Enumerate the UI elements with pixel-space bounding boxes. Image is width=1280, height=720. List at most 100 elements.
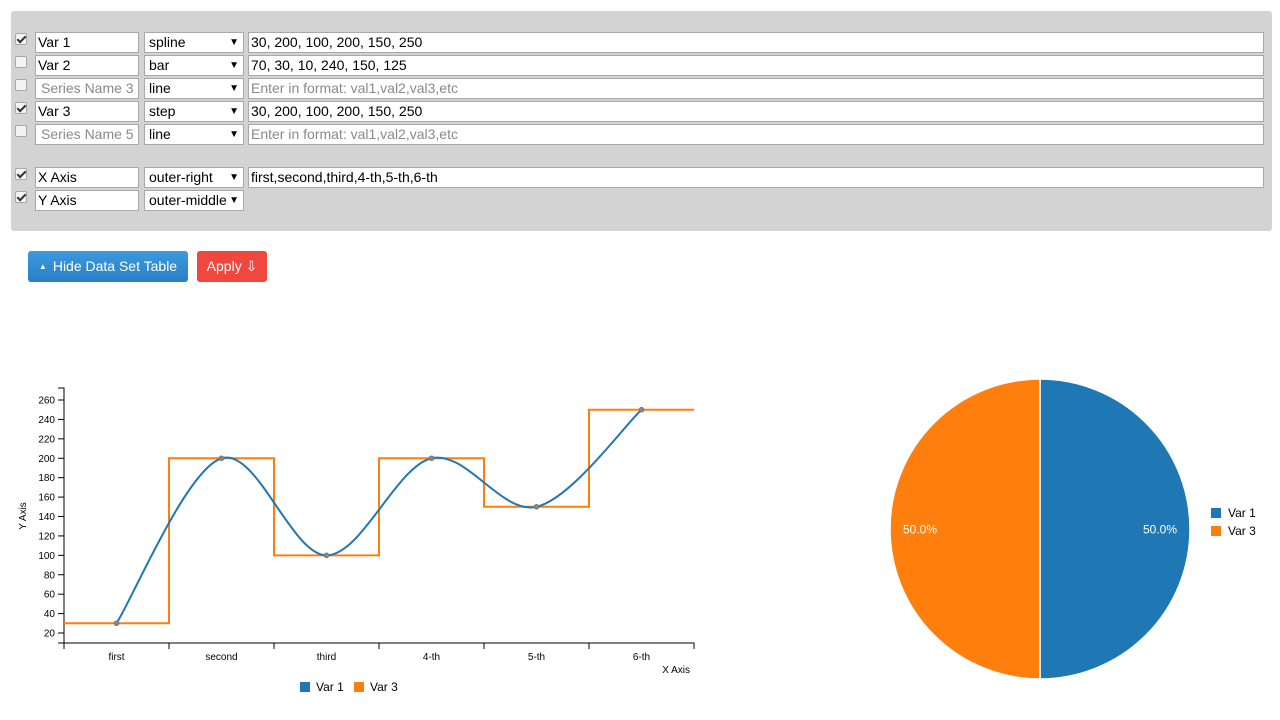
x-axis-name-input[interactable]: X Axis xyxy=(35,167,139,188)
y-tick-label: 160 xyxy=(38,493,55,504)
legend-swatch-icon xyxy=(1211,526,1221,536)
series-5-name-input[interactable]: Series Name 5 xyxy=(35,124,139,145)
y-tick-label: 220 xyxy=(38,434,55,445)
series-var3-step-line xyxy=(64,408,694,625)
y-axis-position-value: outer-middle xyxy=(149,192,227,208)
x-axis-checkbox[interactable] xyxy=(15,168,27,180)
triangle-up-icon: ▲ xyxy=(38,262,47,271)
y-axis-checkbox[interactable] xyxy=(15,191,27,203)
series-1-type-select[interactable]: spline ▼ xyxy=(144,32,244,53)
y-tick-label: 120 xyxy=(38,531,55,542)
legend-item[interactable]: Var 3 xyxy=(354,680,398,694)
hide-data-set-table-button[interactable]: ▲ Hide Data Set Table xyxy=(28,251,188,282)
y-axis-position-select[interactable]: outer-middle ▼ xyxy=(144,190,244,211)
series-4-name-input[interactable]: Var 3 xyxy=(35,101,139,122)
dropdown-arrow-icon: ▼ xyxy=(229,60,239,71)
line-chart: 20 40 60 80 100 120 140 160 180 200 220 240 260 first… xyxy=(18,387,695,694)
y-tick-label: 60 xyxy=(44,590,56,601)
legend-label: Var 3 xyxy=(370,680,398,694)
y-axis-line xyxy=(58,387,65,644)
dropdown-arrow-icon: ▼ xyxy=(229,195,239,206)
pie-chart: 50.0% 50.0% Var 1 Var 3 xyxy=(889,378,1256,680)
data-point[interactable] xyxy=(218,455,225,462)
series-row-2: Var 2 bar ▼ 70, 30, 10, 240, 150, 125 xyxy=(11,55,1272,76)
series-3-name-input[interactable]: Series Name 3 xyxy=(35,78,139,99)
legend-item[interactable]: Var 1 xyxy=(1211,506,1256,520)
pie-chart-legend: Var 1 Var 3 xyxy=(1211,506,1256,538)
data-point[interactable] xyxy=(428,455,435,462)
x-axis-position-value: outer-right xyxy=(149,169,213,185)
series-5-type-value: line xyxy=(149,126,171,142)
series-3-values-input[interactable]: Enter in format: val1,val2,val3,etc xyxy=(248,78,1264,99)
y-tick-label: 100 xyxy=(38,551,55,562)
series-2-type-select[interactable]: bar ▼ xyxy=(144,55,244,76)
legend-label: Var 3 xyxy=(1228,524,1256,538)
y-tick-label: 180 xyxy=(38,473,55,484)
apply-button-label: Apply ⇩ xyxy=(206,258,258,274)
series-2-values-input[interactable]: 70, 30, 10, 240, 150, 125 xyxy=(248,55,1264,76)
x-tick-label: 5-th xyxy=(528,652,545,663)
series-4-checkbox[interactable] xyxy=(15,102,27,114)
dropdown-arrow-icon: ▼ xyxy=(229,106,239,117)
x-axis-position-select[interactable]: outer-right ▼ xyxy=(144,167,244,188)
x-tick-label: 4-th xyxy=(423,652,440,663)
y-tick-label: 140 xyxy=(38,512,55,523)
x-tick-label: 6-th xyxy=(633,652,650,663)
data-point[interactable] xyxy=(323,552,330,559)
x-axis-title: X Axis xyxy=(662,665,690,676)
series-3-type-select[interactable]: line ▼ xyxy=(144,78,244,99)
series-1-type-value: spline xyxy=(149,34,186,50)
legend-label: Var 1 xyxy=(316,680,344,694)
legend-item[interactable]: Var 3 xyxy=(1211,524,1256,538)
x-tick-label: third xyxy=(317,652,336,663)
series-4-values-input[interactable]: 30, 200, 100, 200, 150, 250 xyxy=(248,101,1264,122)
legend-swatch-icon xyxy=(300,682,310,692)
series-1-name-input[interactable]: Var 1 xyxy=(35,32,139,53)
series-5-type-select[interactable]: line ▼ xyxy=(144,124,244,145)
data-point[interactable] xyxy=(113,620,120,627)
series-row-4: Var 3 step ▼ 30, 200, 100, 200, 150, 250 xyxy=(11,101,1272,122)
y-tick-label: 40 xyxy=(44,609,56,620)
y-tick-label: 240 xyxy=(38,415,55,426)
series-5-values-input[interactable]: Enter in format: val1,val2,val3,etc xyxy=(248,124,1264,145)
y-axis-title: Y Axis xyxy=(18,502,29,530)
series-1-checkbox[interactable] xyxy=(15,33,27,45)
apply-button[interactable]: Apply ⇩ xyxy=(197,251,267,282)
y-tick-label: 260 xyxy=(38,396,55,407)
series-4-type-value: step xyxy=(149,103,176,119)
series-var1-spline-line xyxy=(115,408,643,624)
pie-slice-var-3[interactable] xyxy=(889,378,1041,680)
series-row-3: Series Name 3 line ▼ Enter in format: val… xyxy=(11,78,1272,99)
dropdown-arrow-icon: ▼ xyxy=(229,83,239,94)
series-3-checkbox[interactable] xyxy=(15,79,27,91)
y-axis-row: Y Axis outer-middle ▼ xyxy=(11,190,1272,211)
legend-swatch-icon xyxy=(1211,508,1221,518)
series-2-checkbox[interactable] xyxy=(15,56,27,68)
series-1-values-input[interactable]: 30, 200, 100, 200, 150, 250 xyxy=(248,32,1264,53)
series-3-type-value: line xyxy=(149,80,171,96)
pie-slice-label: 50.0% xyxy=(1143,523,1177,537)
y-tick-label: 200 xyxy=(38,454,55,465)
series-2-type-value: bar xyxy=(149,57,170,73)
x-tick-label: second xyxy=(205,652,237,663)
pie-slice-var-1[interactable] xyxy=(1039,378,1191,680)
series-4-type-select[interactable]: step ▼ xyxy=(144,101,244,122)
series-row-1: Var 1 spline ▼ 30, 200, 100, 200, 150, 25… xyxy=(11,32,1272,53)
dropdown-arrow-icon: ▼ xyxy=(229,172,239,183)
legend-item[interactable]: Var 1 xyxy=(300,680,344,694)
dropdown-arrow-icon: ▼ xyxy=(229,37,239,48)
series-2-name-input[interactable]: Var 2 xyxy=(35,55,139,76)
dropdown-arrow-icon: ▼ xyxy=(229,129,239,140)
x-tick-label: first xyxy=(108,652,124,663)
dataset-table-panel: Var 1 spline ▼ 30, 200, 100, 200, 150, 25… xyxy=(11,11,1272,231)
line-chart-legend: Var 1 Var 3 xyxy=(300,680,398,694)
x-axis-row: X Axis outer-right ▼ first,second,third,4… xyxy=(11,167,1272,188)
y-tick-label: 20 xyxy=(44,629,56,640)
y-axis-name-input[interactable]: Y Axis xyxy=(35,190,139,211)
data-point[interactable] xyxy=(638,406,645,413)
data-point[interactable] xyxy=(533,503,540,510)
x-axis-categories-input[interactable]: first,second,third,4-th,5-th,6-th xyxy=(248,167,1264,188)
legend-label: Var 1 xyxy=(1228,506,1256,520)
legend-swatch-icon xyxy=(354,682,364,692)
series-5-checkbox[interactable] xyxy=(15,125,27,137)
